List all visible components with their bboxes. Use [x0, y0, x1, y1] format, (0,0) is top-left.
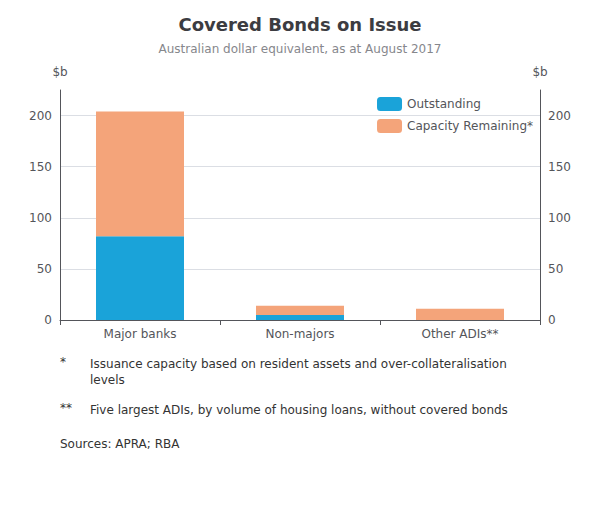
svg-text:200: 200 [548, 109, 571, 123]
svg-text:200: 200 [29, 109, 52, 123]
svg-text:100: 100 [548, 211, 571, 225]
svg-text:Sources: APRA; RBA: Sources: APRA; RBA [60, 437, 180, 451]
svg-text:50: 50 [37, 262, 52, 276]
svg-text:Capacity Remaining*: Capacity Remaining* [407, 119, 533, 133]
svg-text:150: 150 [29, 160, 52, 174]
svg-text:**: ** [60, 401, 72, 415]
svg-text:0: 0 [548, 313, 556, 327]
svg-text:Issuance capacity based on res: Issuance capacity based on resident asse… [90, 357, 507, 371]
svg-text:Covered Bonds on Issue: Covered Bonds on Issue [178, 14, 421, 35]
svg-text:Five largest ADIs, by volume o: Five largest ADIs, by volume of housing … [90, 403, 508, 417]
svg-text:*: * [60, 355, 66, 369]
svg-text:50: 50 [548, 262, 563, 276]
svg-text:$b: $b [532, 65, 547, 79]
svg-text:Outstanding: Outstanding [407, 97, 481, 111]
svg-text:levels: levels [90, 373, 125, 387]
svg-text:Other ADIs**: Other ADIs** [421, 327, 498, 341]
svg-text:Non-majors: Non-majors [265, 327, 334, 341]
svg-text:100: 100 [29, 211, 52, 225]
svg-text:Major banks: Major banks [104, 327, 177, 341]
svg-text:$b: $b [52, 65, 67, 79]
svg-text:Australian dollar equivalent,: Australian dollar equivalent, as at Augu… [159, 42, 442, 56]
svg-text:0: 0 [44, 313, 52, 327]
svg-text:150: 150 [548, 160, 571, 174]
